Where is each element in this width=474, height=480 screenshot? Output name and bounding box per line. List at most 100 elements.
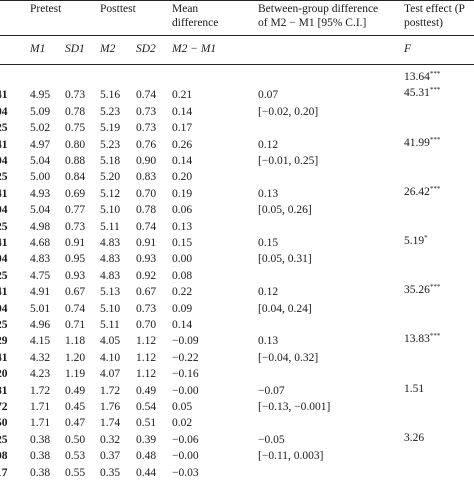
header-between-2: of M2 − M1 [95% C.I.]: [258, 16, 366, 30]
cell-bg: [0.05, 0.26]: [258, 204, 312, 216]
cell-md: 0.05: [172, 401, 193, 413]
cell-m1: 0.38: [30, 450, 51, 462]
cell-md: 0.17: [172, 122, 193, 134]
cell-lab: 04: [0, 204, 8, 216]
cell-m1: 5.01: [30, 303, 51, 315]
cell-sd1: 0.77: [65, 204, 86, 216]
cell-lab: 04: [0, 155, 8, 167]
f-value: 13.64: [404, 71, 430, 83]
cell-m1: 1.71: [30, 401, 51, 413]
cell-md: 0.14: [172, 106, 193, 118]
cell-sd1: 0.53: [65, 450, 86, 462]
cell-lab: 20: [0, 368, 8, 380]
cell-bg: 0.13: [258, 188, 279, 200]
cell-sd1: 0.88: [65, 155, 86, 167]
cell-sd1: 0.91: [65, 237, 86, 249]
cell-md: 0.14: [172, 155, 193, 167]
cell-m2: 5.20: [100, 171, 121, 183]
cell-m1: 1.71: [30, 417, 51, 429]
cell-md: 0.00: [172, 253, 193, 265]
cell-m1: 4.15: [30, 335, 51, 347]
significance-marker: ***: [429, 70, 441, 78]
cell-sd1: 0.55: [65, 467, 86, 479]
cell-lab: 04: [0, 303, 8, 315]
cell-m2: 5.11: [100, 319, 120, 331]
cell-sd2: 0.48: [136, 450, 157, 462]
cell-lab: 50: [0, 417, 8, 429]
cell-m2: 4.05: [100, 335, 121, 347]
cell-bg: [−0.13, −0.001]: [258, 401, 331, 413]
cell-lab: 25: [0, 270, 8, 282]
cell-m2: 5.12: [100, 188, 121, 200]
cell-lab: 25: [0, 221, 8, 233]
cell-md: −0.22: [172, 352, 199, 364]
cell-sd1: 0.80: [65, 139, 86, 151]
cell-md: −0.00: [172, 450, 199, 462]
cell-f: 1.51: [404, 382, 424, 396]
cell-m2: 0.32: [100, 434, 121, 446]
cell-m1: 4.97: [30, 139, 51, 151]
header-between-1: Between-group difference: [258, 3, 379, 15]
f-value: 3.26: [404, 432, 425, 444]
cell-sd1: 0.75: [65, 122, 86, 134]
cell-m1: 5.00: [30, 171, 51, 183]
cell-sd1: 0.78: [65, 106, 86, 118]
cell-sd1: 0.73: [65, 221, 86, 233]
significance-marker: ***: [429, 283, 441, 291]
cell-sd2: 1.12: [136, 352, 157, 364]
cell-md: 0.08: [172, 270, 193, 282]
cell-m1: 1.72: [30, 385, 51, 397]
cell-m2: 5.23: [100, 106, 121, 118]
significance-marker: ***: [429, 185, 441, 193]
cell-m1: 4.75: [30, 270, 51, 282]
cell-md: 0.02: [172, 417, 193, 429]
cell-sd1: 0.50: [65, 434, 86, 446]
cell-lab: 25: [0, 171, 8, 183]
cell-m2: 1.74: [100, 417, 121, 429]
cell-m2: 5.10: [100, 303, 121, 315]
cell-m2: 0.35: [100, 467, 121, 479]
header-mean-1: Mean: [172, 3, 199, 15]
cell-m1: 4.96: [30, 319, 51, 331]
cell-sd2: 0.91: [136, 237, 157, 249]
cell-m2: 5.18: [100, 155, 121, 167]
cell-m1: 5.02: [30, 122, 51, 134]
cell-md: 0.21: [172, 89, 193, 101]
cell-lab: 41: [0, 286, 8, 298]
cell-md: −0.00: [172, 385, 199, 397]
header-test-2: posttest): [404, 17, 443, 29]
significance-marker: ***: [429, 332, 441, 340]
top-rule: [0, 0, 474, 1]
cell-sd2: 0.73: [136, 106, 157, 118]
cell-f: 26.42***: [404, 185, 440, 199]
cell-bg: −0.05: [258, 434, 285, 446]
f-value: 35.26: [404, 284, 430, 296]
cell-lab: 41: [0, 352, 8, 364]
cell-sd2: 0.93: [136, 253, 157, 265]
cell-lab: 41: [0, 188, 8, 200]
f-value: 41.99: [404, 137, 430, 149]
header-mean-2: difference: [172, 17, 219, 29]
cell-sd2: 0.70: [136, 188, 157, 200]
cell-md: 0.20: [172, 171, 193, 183]
f-value: 45.31: [404, 87, 430, 99]
header-posttest: Posttest: [100, 3, 136, 15]
cell-sd1: 1.20: [65, 352, 86, 364]
cell-md: 0.06: [172, 204, 193, 216]
significance-marker: *: [424, 234, 428, 242]
cell-m1: 4.93: [30, 188, 51, 200]
f-value: 5.19: [404, 235, 425, 247]
cell-m2: 5.23: [100, 139, 121, 151]
cell-m2: 5.19: [100, 122, 121, 134]
cell-m1: 5.04: [30, 155, 51, 167]
cell-md: 0.19: [172, 188, 193, 200]
cell-bg: [−0.01, 0.25]: [258, 155, 319, 167]
cell-bg: [−0.11, 0.003]: [258, 450, 324, 462]
cell-m2: 4.83: [100, 253, 121, 265]
cell-m1: 5.04: [30, 204, 51, 216]
cell-lab: 04: [0, 253, 8, 265]
cell-m1: 4.98: [30, 221, 51, 233]
cell-m1: 0.38: [30, 467, 51, 479]
cell-sd1: 0.93: [65, 270, 86, 282]
cell-lab: 41: [0, 139, 8, 151]
